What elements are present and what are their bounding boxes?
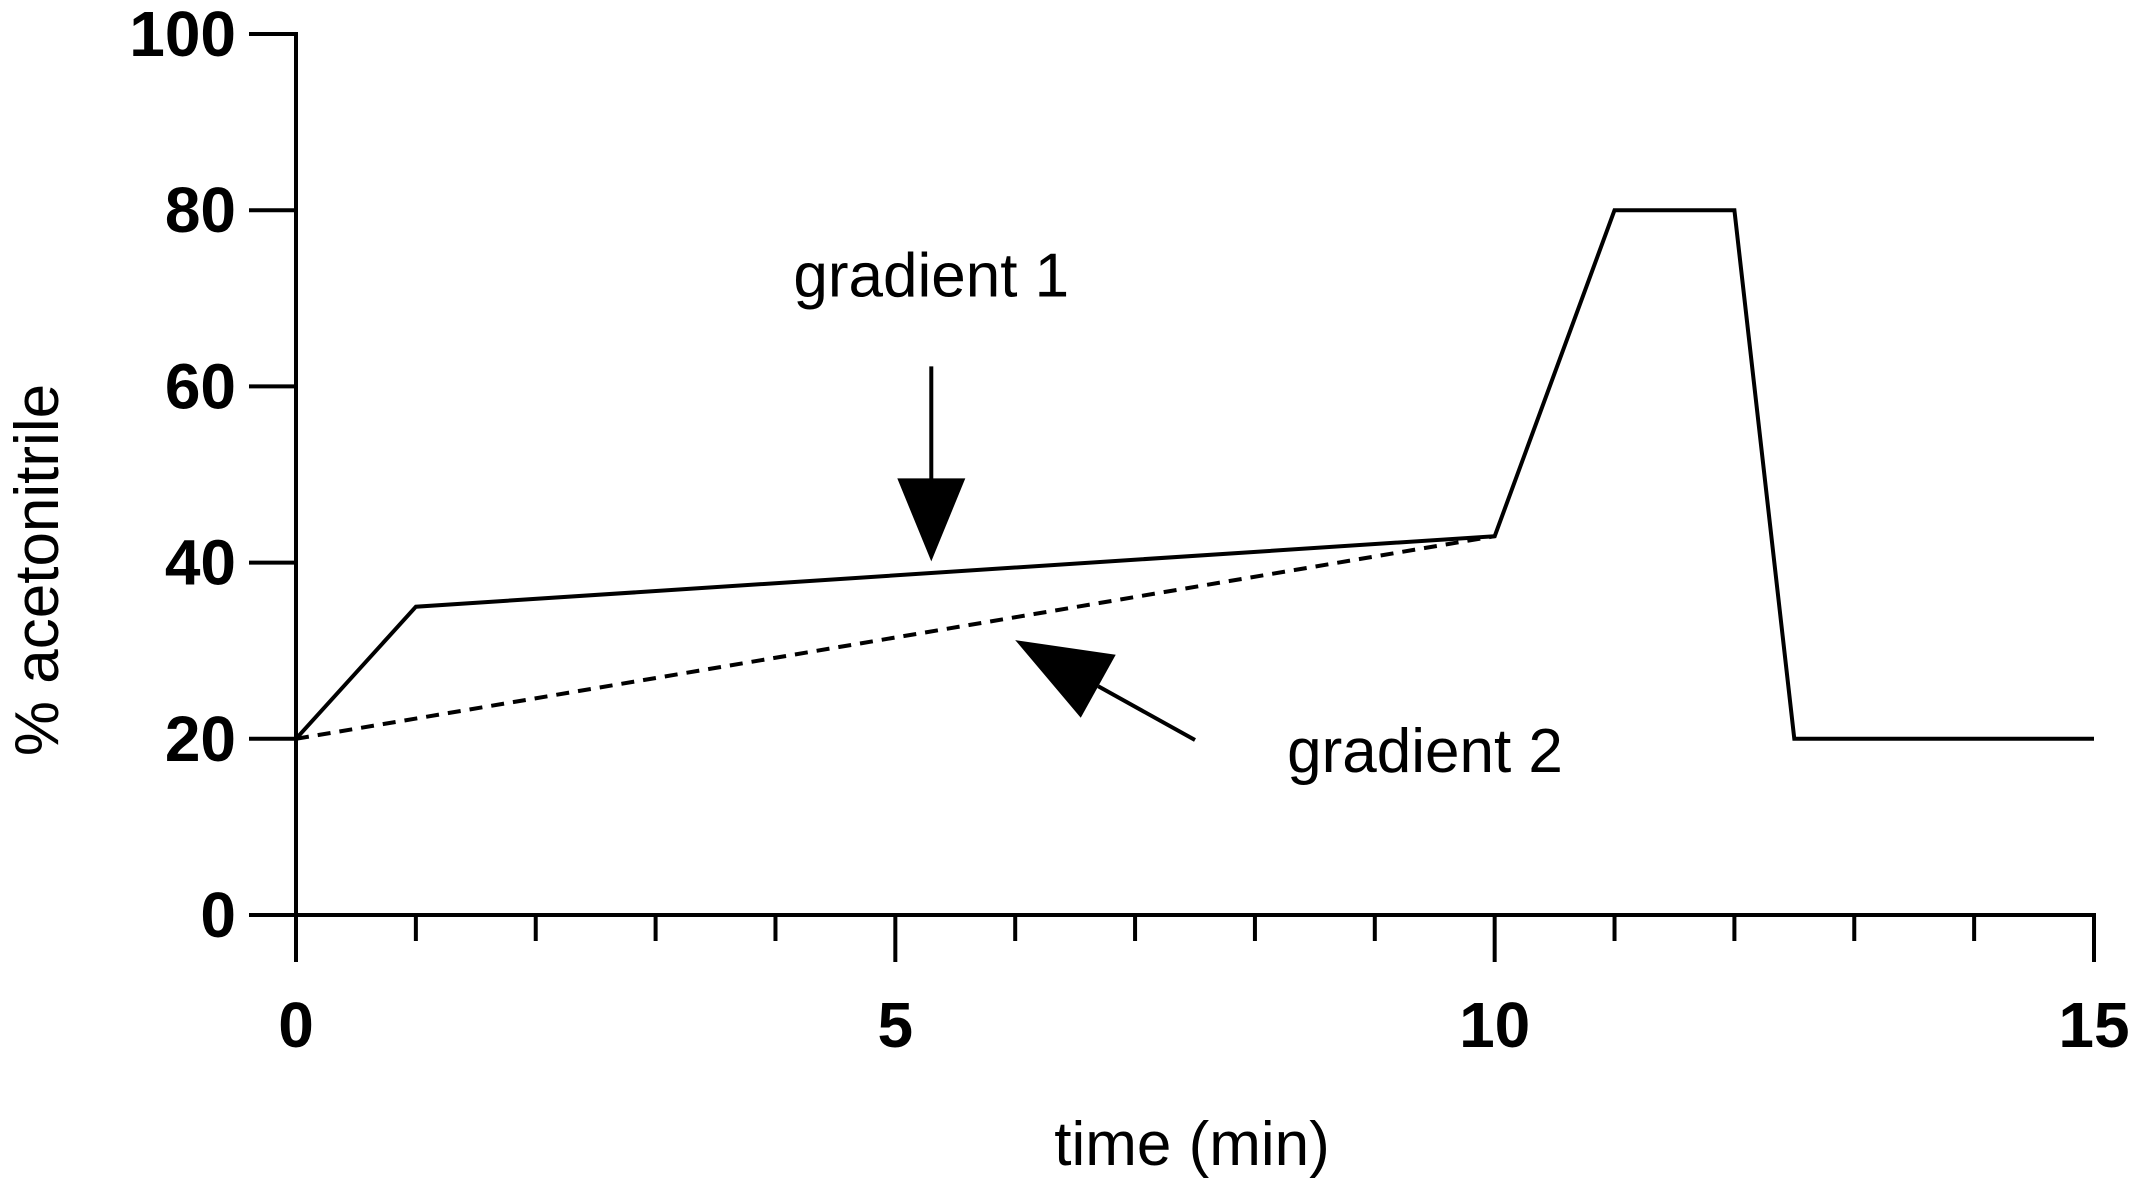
gradient-2-arrow-shaft xyxy=(1097,684,1196,742)
y-tick-label: 40 xyxy=(165,527,236,599)
x-axis-title: time (min) xyxy=(1054,1110,1330,1179)
x-tick-label: 10 xyxy=(1459,989,1530,1061)
y-tick-label: 0 xyxy=(200,879,236,951)
x-tick-label: 0 xyxy=(278,989,314,1061)
gradient-2-line xyxy=(295,534,1496,741)
series-layer xyxy=(294,208,2094,741)
axes: 0 20 40 60 80 100 0 5 10 15 xyxy=(129,0,2129,1061)
y-tick-label: 20 xyxy=(165,703,236,775)
gradient-1-arrowhead xyxy=(897,478,966,562)
y-axis-title: % acetonitrile xyxy=(3,384,72,756)
gradient-2-label: gradient 2 xyxy=(1287,717,1563,786)
annotation-layer: gradient 1 gradient 2 xyxy=(793,241,1562,786)
y-tick-label: 80 xyxy=(165,174,236,246)
gradient-1-label: gradient 1 xyxy=(793,241,1069,310)
gradient-1-line xyxy=(294,208,2094,741)
x-tick-label: 5 xyxy=(878,989,914,1061)
x-tick-label: 15 xyxy=(2058,989,2129,1061)
gradient-2-arrowhead xyxy=(1015,640,1116,718)
y-tick-label: 60 xyxy=(165,350,236,422)
y-tick-label: 100 xyxy=(129,0,236,70)
